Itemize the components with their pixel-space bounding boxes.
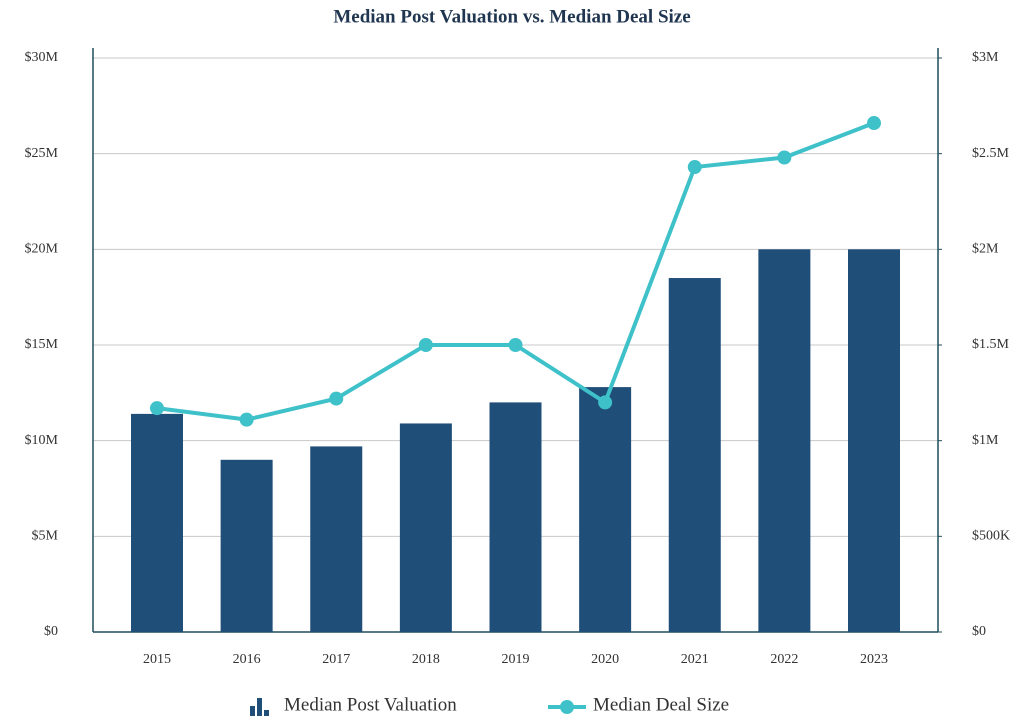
- y2-tick-label: $2.5M: [972, 146, 1010, 161]
- bar: [220, 459, 273, 632]
- x-tick-label: 2023: [860, 652, 888, 667]
- bar: [758, 249, 811, 633]
- line-marker: [508, 338, 523, 352]
- legend-swatch: [560, 700, 574, 714]
- line-marker: [598, 395, 613, 410]
- line-marker: [239, 412, 254, 427]
- line-marker: [777, 150, 792, 165]
- legend-swatch: [250, 706, 255, 716]
- x-tick-label: 2022: [770, 652, 798, 667]
- bar: [848, 249, 900, 633]
- y2-tick-label: $1.5M: [972, 337, 1010, 352]
- y2-tick-label: $2M: [972, 242, 999, 257]
- legend-label: Median Deal Size: [593, 694, 729, 715]
- bar: [489, 402, 542, 632]
- x-tick-label: 2020: [591, 652, 619, 667]
- y-tick-label: $20M: [25, 242, 59, 257]
- bar: [131, 413, 183, 632]
- bar: [668, 278, 721, 632]
- x-tick-label: 2021: [681, 652, 709, 667]
- legend-swatch: [257, 698, 262, 716]
- x-tick-label: 2018: [412, 652, 440, 667]
- line-marker: [329, 391, 344, 406]
- line-marker: [687, 160, 702, 175]
- y-tick-label: $5M: [32, 529, 59, 544]
- y-tick-label: $15M: [25, 337, 59, 352]
- y2-tick-label: $500K: [972, 529, 1010, 544]
- y-tick-label: $25M: [25, 146, 59, 161]
- x-tick-label: 2015: [143, 652, 171, 667]
- y-tick-label: $10M: [25, 433, 59, 448]
- bar: [579, 387, 632, 632]
- y-tick-label: $0: [44, 624, 58, 639]
- x-tick-label: 2017: [322, 652, 350, 667]
- legend-swatch: [264, 710, 269, 716]
- x-tick-label: 2016: [233, 652, 261, 667]
- bar: [399, 423, 452, 632]
- line-marker: [150, 401, 164, 416]
- x-tick-label: 2019: [502, 652, 530, 667]
- line-marker: [418, 338, 433, 352]
- chart-title: Median Post Valuation vs. Median Deal Si…: [333, 6, 690, 27]
- legend-label: Median Post Valuation: [284, 694, 457, 715]
- y-tick-label: $30M: [25, 50, 59, 65]
- y2-tick-label: $3M: [972, 50, 999, 65]
- bar: [310, 446, 363, 632]
- y2-tick-label: $0: [972, 624, 986, 639]
- line-marker: [867, 116, 881, 131]
- y2-tick-label: $1M: [972, 433, 999, 448]
